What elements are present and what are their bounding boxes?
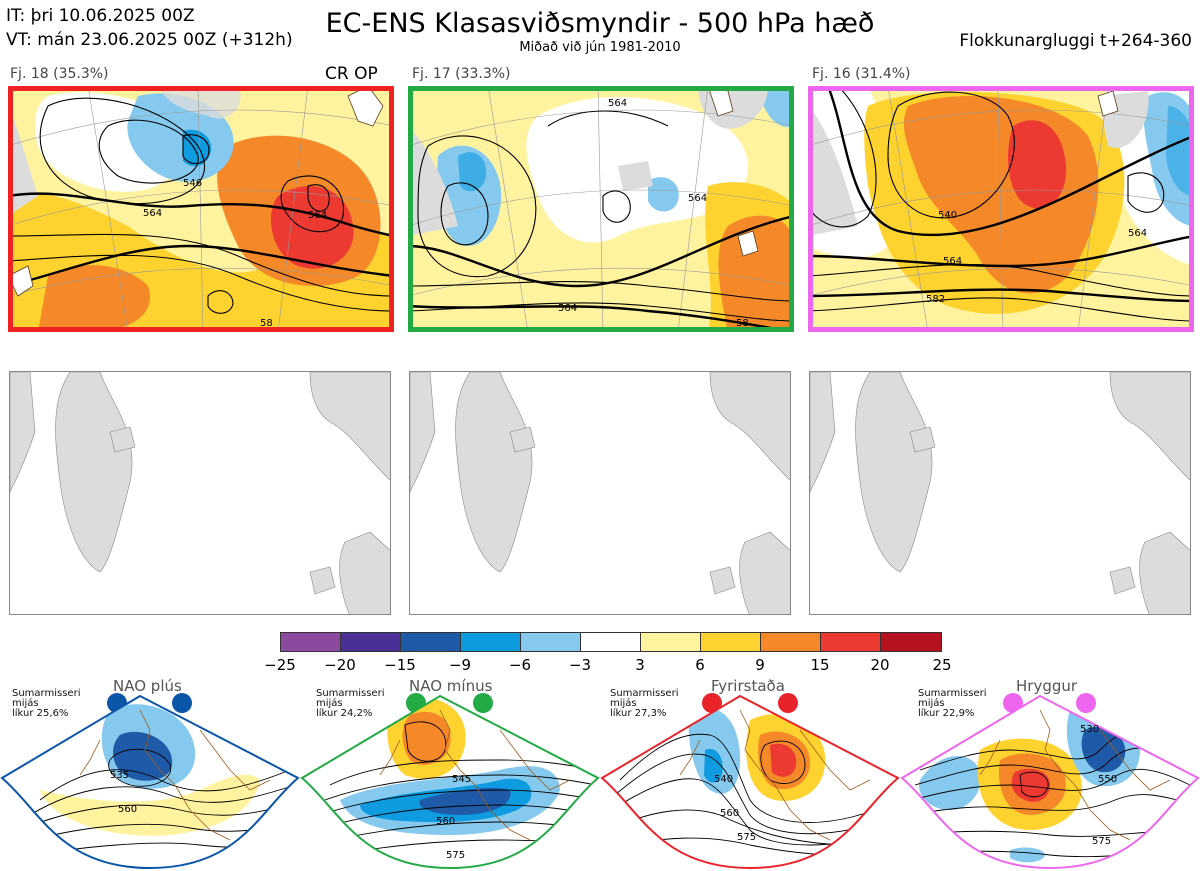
valid-time: VT: mán 23.06.2025 00Z (+312h): [6, 30, 293, 50]
colorbar-cell: [460, 632, 521, 652]
regime-contour-label: 575: [737, 832, 756, 843]
regime-contour-label: 550: [1098, 774, 1117, 785]
regime-season: Sumarmisseri: [12, 688, 81, 699]
empty-map-1: [9, 371, 391, 615]
colorbar-cell: [640, 632, 701, 652]
cluster-map-2[interactable]: 564 564 564 58: [408, 86, 794, 332]
regime-season: Sumarmisseri: [610, 688, 679, 699]
regime-title: NAO plús: [113, 677, 182, 695]
regime-contour-label: 540: [714, 774, 733, 785]
regime-likelihood: líkur 27,3%: [610, 708, 667, 719]
cluster-3-label: Fj. 16 (31.4%): [812, 66, 911, 82]
cluster-3-contour-label: 564: [943, 256, 962, 267]
colorbar-cell: [520, 632, 581, 652]
cluster-map-3[interactable]: 540 564 582 564: [808, 86, 1194, 332]
regime-normal: mijás: [12, 698, 39, 709]
colorbar-cell: [340, 632, 401, 652]
cluster-1-contour-label: 546: [183, 178, 202, 189]
regime-season: Sumarmisseri: [918, 688, 987, 699]
regime-map: 530 550 575: [900, 694, 1200, 870]
regime-marker-dot: [1076, 693, 1096, 713]
colorbar-cell: [400, 632, 461, 652]
empty-map-2: [409, 371, 791, 615]
regime-contour-label: 575: [446, 850, 465, 861]
colorbar-tick: −25: [264, 656, 296, 674]
colorbar-tick: 9: [755, 656, 765, 674]
regime-normal: mijás: [610, 698, 637, 709]
empty-map-3: [809, 371, 1191, 615]
classification-window: Flokkunargluggi t+264-360: [959, 31, 1192, 51]
cluster-1-contour-label: 58: [260, 318, 273, 329]
cluster-3-contour-label: 582: [926, 294, 945, 305]
cluster-2-contour-label: 564: [608, 98, 627, 109]
colorbar-cell: [280, 632, 341, 652]
regime-contour-label: 535: [110, 770, 129, 781]
regime-title: Hryggur: [1016, 677, 1078, 695]
cluster-3-contour-label: 564: [1128, 228, 1147, 239]
regime-contour-label: 560: [720, 808, 739, 819]
regime-normal: mijás: [918, 698, 945, 709]
cluster-1-badge: CR OP: [325, 64, 378, 84]
cluster-1-contour-label: 564: [143, 208, 162, 219]
regime-map: 540 560 575: [600, 694, 900, 870]
regime-marker-dot: [778, 693, 798, 713]
colorbar-tick: 20: [870, 656, 890, 674]
cluster-1-label: Fj. 18 (35.3%): [10, 66, 109, 82]
regime-contour-label: 560: [118, 804, 137, 815]
regime-map: 535 560: [0, 694, 300, 870]
colorbar-tick: 15: [810, 656, 830, 674]
regime-contour-label: 560: [436, 816, 455, 827]
colorbar-cell: [580, 632, 641, 652]
page-title: EC-ENS Klasasviðsmyndir - 500 hPa hæð: [325, 8, 875, 39]
regime-normal: mijás: [316, 698, 343, 709]
regime-title: Fyrirstaða: [711, 677, 785, 695]
regime-contour-label: 545: [452, 774, 471, 785]
cluster-3-contour-label: 540: [938, 210, 957, 221]
colorbar-cell: [820, 632, 881, 652]
regime-marker-dot: [172, 693, 192, 713]
colorbar-cell: [700, 632, 761, 652]
cluster-2-label: Fj. 17 (33.3%): [412, 66, 511, 82]
regime-contour-label: 530: [1080, 724, 1099, 735]
colorbar-cell: [880, 632, 942, 652]
regime-marker-dot: [473, 693, 493, 713]
regime-season: Sumarmisseri: [316, 688, 385, 699]
regime-likelihood: líkur 22,9%: [918, 708, 975, 719]
colorbar-tick: −3: [568, 656, 592, 674]
colorbar-tick: 25: [932, 656, 952, 674]
colorbar-tick: −9: [448, 656, 472, 674]
regime-likelihood: líkur 25,6%: [12, 708, 69, 719]
page-subtitle: Miðað við jún 1981-2010: [519, 40, 681, 55]
cluster-1-contour-label: 564: [308, 210, 327, 221]
colorbar-tick: −6: [508, 656, 532, 674]
cluster-map-1[interactable]: 546 564 564 58: [8, 86, 394, 332]
colorbar-tick: 3: [635, 656, 645, 674]
colorbar-cell: [760, 632, 821, 652]
colorbar-tick: −20: [324, 656, 356, 674]
init-time: IT: þri 10.06.2025 00Z: [6, 6, 195, 26]
regime-likelihood: líkur 24,2%: [316, 708, 373, 719]
colorbar-tick: 6: [695, 656, 705, 674]
cluster-2-contour-label: 564: [558, 303, 577, 314]
cluster-2-contour-label: 564: [688, 193, 707, 204]
regime-contour-label: 575: [1092, 836, 1111, 847]
colorbar-tick: −15: [384, 656, 416, 674]
regime-title: NAO mínus: [409, 677, 493, 695]
cluster-2-contour-label: 58: [736, 318, 749, 329]
regime-map: 545 560 575: [300, 694, 600, 870]
regime-marker-dot: [702, 693, 722, 713]
